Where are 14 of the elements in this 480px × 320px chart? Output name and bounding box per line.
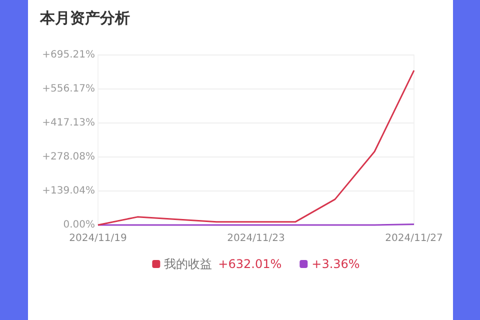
x-tick-label: 2024/11/19 bbox=[69, 233, 127, 244]
chart-title: 本月资产分析 bbox=[39, 9, 130, 27]
x-tick-label: 2024/11/27 bbox=[385, 233, 443, 244]
y-tick-label: +278.08% bbox=[42, 152, 95, 163]
y-tick-label: +139.04% bbox=[42, 186, 95, 197]
line-series bbox=[97, 70, 415, 226]
y-tick-label: +417.13% bbox=[42, 118, 95, 129]
text: +3.36% bbox=[312, 257, 360, 271]
y-tick-label: +695.21% bbox=[42, 50, 95, 61]
y-tick-label: +556.17% bbox=[42, 84, 95, 95]
y-tick-label: 0.00% bbox=[63, 220, 95, 231]
text: +632.01% bbox=[218, 257, 282, 271]
x-tick-label: 2024/11/23 bbox=[227, 233, 285, 244]
legend-label: 我的收益 bbox=[164, 257, 212, 271]
